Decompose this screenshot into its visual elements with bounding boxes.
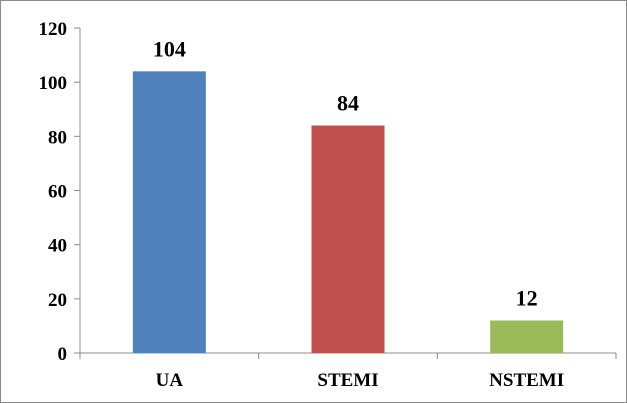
y-tick-label: 40	[48, 236, 67, 257]
data-label-ua: 104	[153, 36, 186, 61]
y-tick-label: 60	[48, 182, 67, 203]
y-tick-label: 120	[39, 19, 68, 40]
data-label-nstemi: 12	[516, 286, 538, 311]
bar-ua	[132, 71, 206, 353]
category-label-ua: UA	[156, 370, 184, 391]
y-axis-ticks: 0 20 40 60 80 100 120	[39, 19, 80, 365]
bars	[132, 71, 564, 353]
y-tick-label: 20	[48, 290, 67, 311]
y-tick-label: 80	[48, 127, 67, 148]
y-tick-label: 100	[39, 73, 68, 94]
bar-stemi	[311, 125, 385, 353]
category-label-nstemi: NSTEMI	[489, 370, 564, 391]
category-label-stemi: STEMI	[317, 370, 378, 391]
data-label-stemi: 84	[337, 91, 359, 116]
labels: 104 UA 84 STEMI 12 NSTEMI	[153, 36, 564, 391]
y-tick-label: 0	[58, 344, 68, 365]
bar-nstemi	[490, 320, 564, 353]
